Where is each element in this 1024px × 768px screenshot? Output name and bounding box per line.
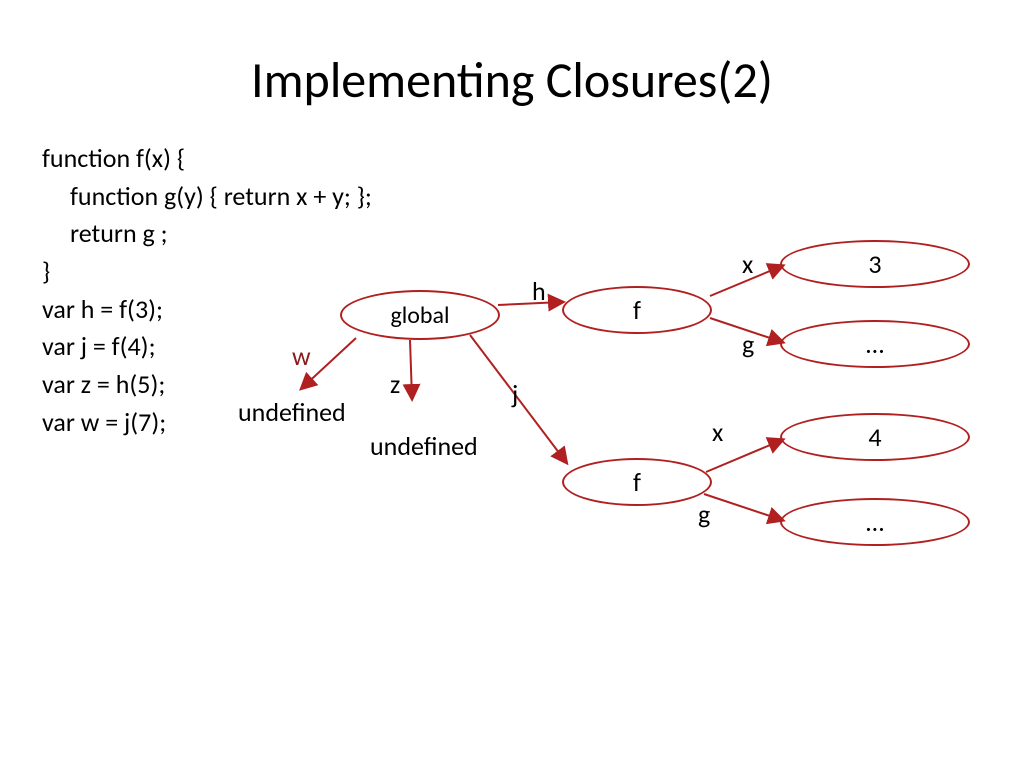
node-f2: f [562, 458, 712, 506]
label-g1: g [742, 328, 754, 360]
label-x2: x [712, 416, 723, 448]
label-h: h [532, 275, 546, 307]
node-three: 3 [780, 240, 970, 288]
arrow-0 [498, 302, 562, 305]
closure-diagram: global f 3 … f 4 … h j z w x g x g undefined undefined [0, 0, 1024, 768]
label-x1: x [742, 248, 753, 280]
node-four: 4 [780, 413, 970, 461]
label-undef2: undefined [370, 430, 478, 462]
label-w: w [292, 340, 311, 372]
arrow-7 [410, 340, 412, 398]
label-j: j [512, 378, 518, 410]
node-global: global [340, 290, 500, 340]
node-f1: f [562, 286, 712, 334]
node-dots2: … [780, 498, 970, 546]
label-z: z [390, 368, 400, 400]
label-g2: g [698, 498, 710, 530]
slide: Implementing Closures(2) function f(x) {… [0, 0, 1024, 768]
label-undef1: undefined [238, 396, 346, 428]
node-dots1: … [780, 320, 970, 368]
arrow-5 [704, 494, 782, 520]
